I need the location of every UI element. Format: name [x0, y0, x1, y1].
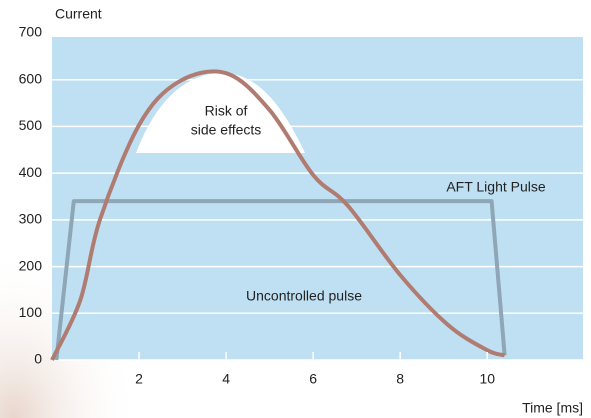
y-tick-label: 600 [19, 70, 43, 86]
y-tick-label: 700 [19, 24, 43, 40]
series-label: Uncontrolled pulse [246, 288, 362, 304]
y-tick-label: 100 [19, 304, 43, 320]
x-tick-label: 10 [479, 371, 495, 387]
plot-area [52, 37, 583, 360]
y-tick-label: 500 [19, 117, 43, 133]
series-label: AFT Light Pulse [446, 179, 546, 195]
chart: Current Time [ms] Risk of side effects A… [0, 0, 591, 418]
annotation: side effects [191, 122, 262, 138]
y-tick-label: 0 [34, 351, 42, 367]
x-tick-label: 4 [222, 371, 230, 387]
y-tick-label: 200 [19, 257, 43, 273]
annotation: Risk of [205, 103, 248, 119]
y-axis-label: Current [55, 6, 102, 22]
y-tick-label: 300 [19, 211, 43, 227]
x-axis-label: Time [ms] [522, 400, 583, 416]
x-tick-label: 8 [396, 371, 404, 387]
x-tick-label: 6 [309, 371, 317, 387]
y-tick-label: 400 [19, 164, 43, 180]
x-tick-label: 2 [135, 371, 143, 387]
